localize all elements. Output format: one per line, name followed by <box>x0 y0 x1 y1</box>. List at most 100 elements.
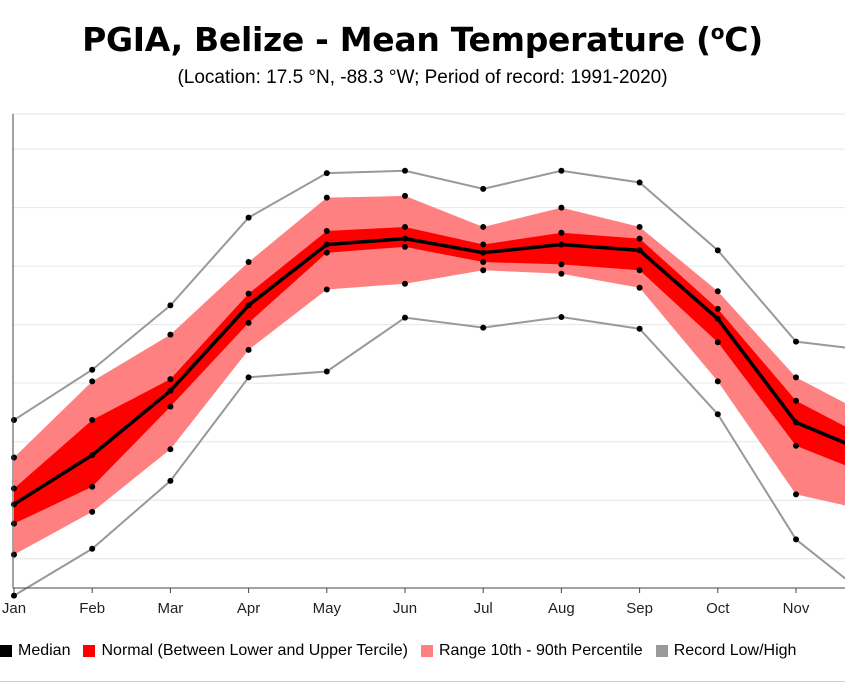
record-high-point <box>167 302 174 309</box>
range-band <box>14 195 845 555</box>
record-low-line <box>13 316 845 597</box>
x-tick-label: Jul <box>474 600 493 617</box>
range-upper-point <box>245 259 252 266</box>
normal-lower-point <box>558 261 565 268</box>
median-point <box>11 501 17 508</box>
normal-upper-point <box>167 376 174 383</box>
record-high-point <box>89 366 96 373</box>
legend-item-median[interactable]: Median <box>0 642 70 660</box>
record-low-point <box>245 374 252 381</box>
range-band-layer <box>14 195 845 555</box>
record-low-point <box>793 536 799 543</box>
legend-label-record: Record Low/High <box>673 642 797 659</box>
chart-title: PGIA, Belize - Mean Temperature (oC) <box>82 20 763 59</box>
median-point <box>402 235 408 242</box>
range-lower-point <box>714 378 721 385</box>
x-tick-label: Feb <box>79 600 105 617</box>
range-upper-point <box>323 194 330 201</box>
record-low-point <box>636 325 643 332</box>
median-point <box>480 249 487 256</box>
normal-upper-point <box>558 229 565 236</box>
legend-label-normal: Normal (Between Lower and Upper Tercile) <box>101 642 408 659</box>
median-point <box>714 315 721 322</box>
normal-lower-point <box>636 267 643 274</box>
normal-upper-point <box>480 241 487 248</box>
data-points-layer <box>11 167 799 599</box>
range-upper-point <box>89 378 96 385</box>
record-low-point <box>480 324 487 331</box>
record-swatch <box>655 645 668 657</box>
range-lower-point <box>480 267 487 274</box>
normal-upper-point <box>245 290 252 297</box>
normal-band-layer <box>14 226 845 524</box>
range-lower-point <box>402 280 408 287</box>
normal-lower-point <box>402 243 408 250</box>
normal-lower-point <box>245 319 252 326</box>
range-lower-point <box>89 508 96 515</box>
median-point <box>558 241 565 248</box>
record-high-point <box>793 338 799 345</box>
x-tick-label: Jan <box>2 600 26 617</box>
normal-upper-point <box>89 417 96 424</box>
median-point <box>245 302 252 309</box>
range-upper-point <box>402 192 408 199</box>
record-high-point <box>245 214 252 221</box>
median-point <box>167 387 174 394</box>
range-lower-point <box>636 284 643 291</box>
median-swatch <box>0 645 12 657</box>
record-low-point <box>714 411 721 418</box>
normal-upper-point <box>714 305 721 312</box>
x-tick-label: Aug <box>548 600 575 617</box>
normal-lower-point <box>167 403 174 410</box>
range-upper-point <box>793 374 799 381</box>
record-low-point <box>89 545 96 552</box>
range-lower-point <box>11 551 17 558</box>
normal-upper-point <box>323 228 330 235</box>
range-upper-point <box>714 288 721 295</box>
median-point <box>89 452 96 459</box>
legend-item-normal[interactable]: Normal (Between Lower and Upper Tercile) <box>83 642 408 660</box>
record-high-point <box>636 179 643 186</box>
normal-lower-point <box>89 483 96 490</box>
normal-upper-point <box>11 485 17 492</box>
normal-upper-point <box>793 397 799 404</box>
range-upper-point <box>558 204 565 211</box>
range-lower-point <box>167 446 174 453</box>
normal-lower-point <box>480 259 487 266</box>
legend-label-median: Median <box>18 642 71 659</box>
range-lower-point <box>323 286 330 293</box>
bottom-divider <box>0 681 845 682</box>
x-tick-label: Nov <box>783 600 810 617</box>
range-upper-point <box>480 223 487 230</box>
axis-layer: Jan Feb Mar Apr May Jun Jul Aug Sep Oct Nov <box>2 114 845 617</box>
chart-subtitle: (Location: 17.5 °N, -88.3 °W; Period of … <box>177 67 668 88</box>
record-lines-layer <box>13 169 845 597</box>
range-upper-point <box>167 331 174 338</box>
range-lower-point <box>245 346 252 353</box>
range-swatch <box>421 645 433 657</box>
normal-upper-point <box>402 223 408 230</box>
legend: Median Normal (Between Lower and Upper T… <box>0 640 809 662</box>
normal-swatch <box>83 645 96 657</box>
legend-item-record[interactable]: Record Low/High <box>655 642 797 660</box>
median-line <box>13 236 845 506</box>
record-low-point <box>402 314 408 321</box>
x-tick-label: Sep <box>626 600 653 617</box>
normal-lower-point <box>323 249 330 256</box>
record-high-point <box>402 167 408 174</box>
range-lower-point <box>558 270 565 277</box>
range-upper-point <box>636 223 643 230</box>
median-line-layer <box>13 236 845 506</box>
record-high-point <box>323 170 330 177</box>
record-high-point <box>480 185 487 192</box>
x-tick-label: Jun <box>393 600 417 617</box>
median-point <box>636 247 643 254</box>
record-high-point <box>11 417 17 424</box>
record-high-point <box>558 167 565 174</box>
median-point <box>793 419 799 426</box>
normal-upper-point <box>636 235 643 242</box>
legend-item-range[interactable]: Range 10th - 90th Percentile <box>421 642 643 660</box>
record-high-point <box>714 247 721 254</box>
range-upper-point <box>11 454 17 461</box>
